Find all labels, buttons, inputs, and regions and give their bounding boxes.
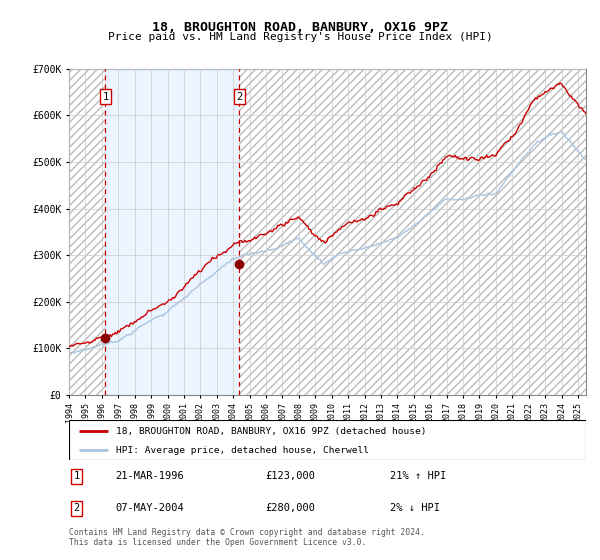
Bar bbox=[106, 69, 239, 395]
Text: 1: 1 bbox=[74, 472, 80, 482]
Text: 2: 2 bbox=[74, 503, 80, 514]
Text: £280,000: £280,000 bbox=[266, 503, 316, 514]
Text: £123,000: £123,000 bbox=[266, 472, 316, 482]
Text: HPI: Average price, detached house, Cherwell: HPI: Average price, detached house, Cher… bbox=[116, 446, 368, 455]
Bar bbox=[239, 69, 586, 395]
Text: 18, BROUGHTON ROAD, BANBURY, OX16 9PZ (detached house): 18, BROUGHTON ROAD, BANBURY, OX16 9PZ (d… bbox=[116, 427, 426, 436]
Text: Contains HM Land Registry data © Crown copyright and database right 2024.
This d: Contains HM Land Registry data © Crown c… bbox=[69, 528, 425, 547]
Text: 21% ↑ HPI: 21% ↑ HPI bbox=[389, 472, 446, 482]
Text: 2: 2 bbox=[236, 92, 242, 101]
Text: Price paid vs. HM Land Registry's House Price Index (HPI): Price paid vs. HM Land Registry's House … bbox=[107, 32, 493, 43]
Bar bbox=[69, 69, 106, 395]
Text: 2% ↓ HPI: 2% ↓ HPI bbox=[389, 503, 440, 514]
Text: 21-MAR-1996: 21-MAR-1996 bbox=[116, 472, 184, 482]
Text: 1: 1 bbox=[103, 92, 109, 101]
Text: 18, BROUGHTON ROAD, BANBURY, OX16 9PZ: 18, BROUGHTON ROAD, BANBURY, OX16 9PZ bbox=[152, 21, 448, 34]
Text: 07-MAY-2004: 07-MAY-2004 bbox=[116, 503, 184, 514]
